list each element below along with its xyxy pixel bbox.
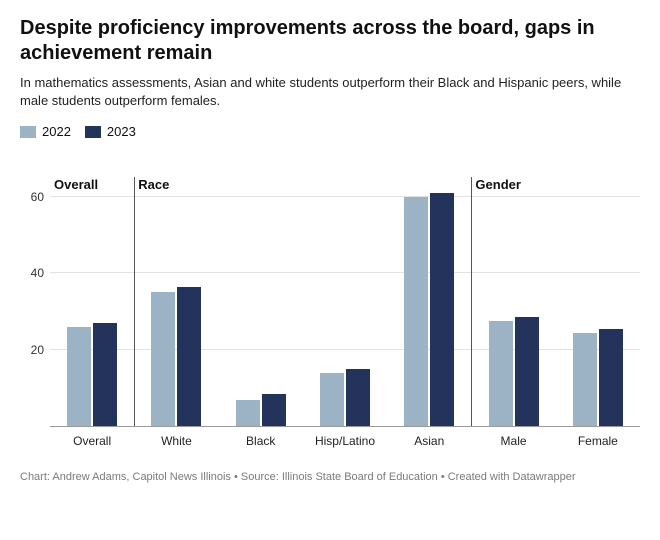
bar-2022: [573, 333, 597, 427]
bar-2022: [404, 197, 428, 427]
bar-2022: [320, 373, 344, 427]
x-category-label: Male: [501, 434, 527, 448]
group-divider: [471, 177, 472, 426]
bar-2022: [67, 327, 91, 427]
plot-region: 204060OverallOverallRaceWhiteBlackHisp/L…: [50, 177, 640, 427]
bar-2023: [430, 193, 454, 427]
chart-subtitle: In mathematics assessments, Asian and wh…: [20, 74, 640, 110]
y-tick-label: 20: [20, 343, 44, 357]
bar-2023: [262, 394, 286, 427]
gridline: [50, 196, 640, 197]
legend-item-2023: 2023: [85, 124, 136, 139]
x-category-label: Black: [246, 434, 275, 448]
group-divider: [134, 177, 135, 426]
bar-2023: [93, 323, 117, 426]
bar-2022: [489, 321, 513, 426]
gridline: [50, 272, 640, 273]
chart-title: Despite proficiency improvements across …: [20, 16, 640, 66]
x-category-label: Hisp/Latino: [315, 434, 375, 448]
bar-2023: [515, 317, 539, 426]
legend: 2022 2023: [20, 124, 640, 139]
legend-swatch-2023: [85, 126, 101, 138]
group-label: Race: [134, 177, 169, 192]
bar-2023: [346, 369, 370, 426]
legend-swatch-2022: [20, 126, 36, 138]
legend-item-2022: 2022: [20, 124, 71, 139]
x-category-label: Asian: [414, 434, 444, 448]
x-category-label: Overall: [73, 434, 111, 448]
bar-2022: [151, 292, 175, 426]
chart-credit: Chart: Andrew Adams, Capitol News Illino…: [20, 471, 640, 483]
chart: 20 40 60 Overall Overall Race White Black Hisp/L…: [20, 157, 640, 457]
bar-2023: [599, 329, 623, 427]
legend-label-2022: 2022: [42, 124, 71, 139]
bar-2022: [236, 400, 260, 427]
legend-label-2023: 2023: [107, 124, 136, 139]
gridline: [50, 349, 640, 350]
x-category-label: Female: [578, 434, 618, 448]
x-category-label: White: [161, 434, 192, 448]
group-label: Gender: [471, 177, 521, 192]
group-label: Overall: [50, 177, 98, 192]
y-tick-label: 40: [20, 266, 44, 280]
bar-2023: [177, 287, 201, 427]
y-tick-label: 60: [20, 190, 44, 204]
